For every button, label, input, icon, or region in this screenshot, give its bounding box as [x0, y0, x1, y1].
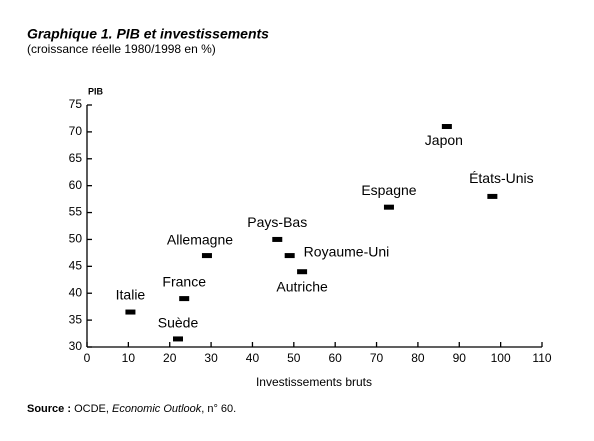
x-tick-label: 40	[246, 351, 260, 365]
point-label: Japon	[425, 132, 463, 148]
chart-title: Graphique 1. PIB et investissements	[27, 26, 269, 42]
x-tick-label: 60	[329, 351, 343, 365]
point-label: Espagne	[361, 182, 416, 198]
source-text: OCDE,	[74, 403, 112, 415]
y-tick-label: 50	[69, 232, 83, 246]
point-label: Autriche	[276, 278, 328, 294]
y-tick-label: 75	[69, 97, 83, 111]
x-tick-label: 110	[532, 351, 551, 365]
chart-subtitle: (croissance réelle 1980/1998 en %)	[27, 42, 216, 56]
source-issue: , n° 60.	[201, 403, 236, 415]
y-tick-label: 30	[69, 339, 83, 353]
point	[487, 193, 498, 199]
y-axis-label: PIB	[88, 86, 104, 96]
point-label: France	[162, 273, 206, 289]
point-label: Italie	[116, 287, 146, 303]
x-tick-label: 100	[491, 351, 511, 365]
x-tick-label: 30	[204, 351, 218, 365]
y-tick-label: 70	[69, 124, 83, 138]
source-publication: Economic Outlook	[112, 403, 202, 415]
y-tick-label: 55	[69, 205, 83, 219]
point	[201, 253, 212, 259]
point-label: Royaume-Uni	[304, 243, 390, 259]
y-tick-label: 65	[69, 151, 83, 165]
point-label: Allemagne	[167, 231, 233, 247]
point-label: Pays-Bas	[247, 214, 307, 230]
x-tick-label: 90	[453, 351, 467, 365]
x-tick-label: 0	[84, 351, 91, 365]
y-tick-label: 40	[69, 285, 83, 299]
x-axis-label: Investissements bruts	[256, 375, 372, 389]
point	[383, 204, 394, 210]
point	[441, 124, 452, 130]
point-label: États-Unis	[469, 170, 534, 186]
x-tick-label: 50	[287, 351, 301, 365]
y-tick-label: 35	[69, 312, 83, 326]
x-tick-label: 20	[163, 351, 177, 365]
point-label: Suède	[158, 315, 199, 331]
y-tick-label: 60	[69, 178, 83, 192]
x-tick-label: 10	[122, 351, 136, 365]
point	[272, 236, 283, 242]
point	[173, 336, 183, 342]
x-tick-label: 80	[411, 351, 425, 365]
source-label: Source :	[27, 403, 71, 415]
point	[179, 296, 190, 302]
point	[125, 309, 136, 315]
y-tick-label: 45	[69, 259, 83, 273]
source: Source : OCDE, Economic Outlook, n° 60.	[27, 403, 236, 415]
x-tick-label: 70	[370, 351, 384, 365]
point	[284, 253, 295, 259]
point	[297, 269, 308, 275]
